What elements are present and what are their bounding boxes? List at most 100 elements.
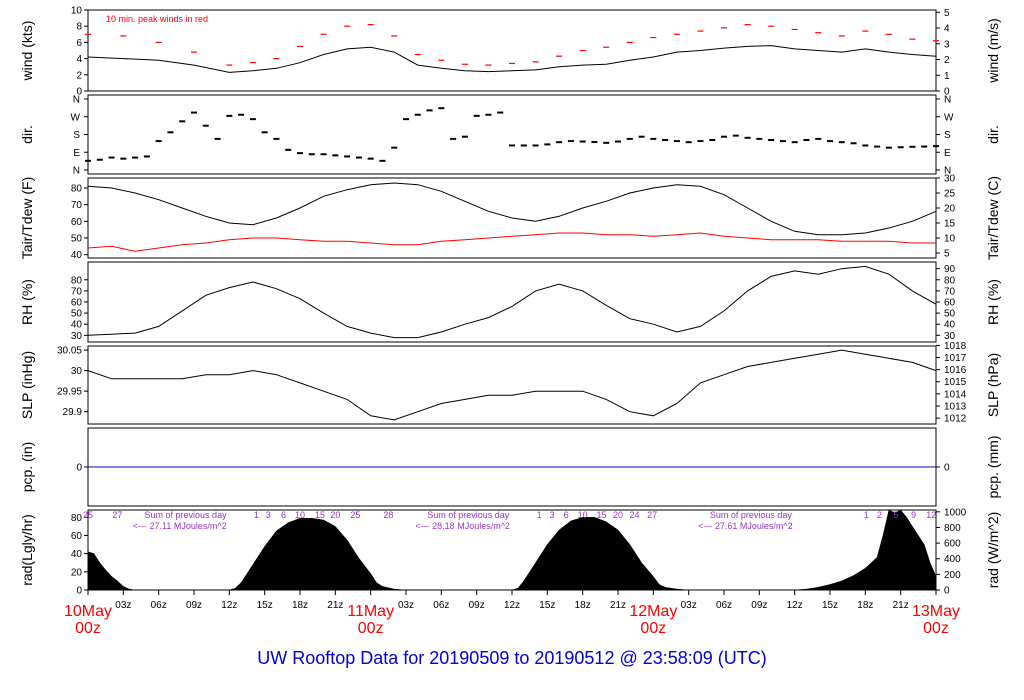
dir-ylabel-right: dir.: [985, 125, 1001, 144]
x-hour-tick-label: 09z: [186, 600, 202, 611]
dir-point: [721, 135, 727, 138]
dir-point: [297, 152, 303, 155]
x-day-hour-label: 00z: [358, 620, 384, 637]
wind-left-tick-label: 2: [76, 70, 82, 81]
temp-right-tick-label: 10: [944, 234, 956, 245]
dir-point: [497, 111, 504, 114]
wind-left-tick-label: 10: [71, 6, 83, 17]
rh-panel-frame: [87, 261, 937, 343]
x-hour-tick-label: 12z: [787, 600, 803, 611]
slp-right-tick-label: 1015: [944, 377, 967, 388]
x-hour-tick-label: 15z: [257, 600, 273, 611]
rad-top-tick-label: 15: [597, 510, 607, 520]
x-hour-tick-label: 15z: [822, 600, 838, 611]
dir-point: [379, 159, 386, 162]
dir-point: [403, 118, 409, 121]
rad-top-tick-label: 6: [281, 510, 286, 520]
pcp-ylabel-right: pcp. (mm): [985, 436, 1001, 499]
dir-point: [556, 141, 563, 144]
slp-left-tick-label: 30.05: [57, 346, 82, 357]
dir-point: [509, 144, 515, 147]
dir-point: [438, 107, 445, 110]
x-day-label: 13May: [912, 603, 960, 620]
slp-ylabel-left: SLP (inHg): [19, 351, 35, 419]
temp-left-tick-label: 70: [71, 200, 83, 211]
temp-ylabel-right: Tair/Tdew (C): [985, 176, 1001, 260]
dir-point: [697, 140, 704, 143]
slp-panel-frame: [87, 345, 937, 425]
dir-point: [862, 144, 869, 147]
dir-point: [756, 137, 763, 140]
dir-point: [567, 140, 574, 143]
x-hour-tick-label: 18z: [857, 600, 873, 611]
dir-panel-frame: [87, 94, 937, 175]
rad-right-tick-label: 600: [944, 539, 961, 550]
wind-right-tick-label: 4: [944, 24, 950, 35]
x-day-label: 12May: [629, 603, 677, 620]
dir-point: [933, 145, 939, 148]
rad-top-tick-label: 10: [295, 510, 305, 520]
x-hour-tick-label: 15z: [539, 600, 555, 611]
wind-annotation: 10 min. peak winds in red: [106, 14, 208, 24]
dir-point: [344, 155, 351, 158]
rad-top-tick-label: 3: [550, 510, 555, 520]
temp-series-tdew: [87, 232, 936, 252]
dir-point: [120, 157, 127, 160]
temp-ylabel-left: Tair/Tdew (F): [19, 177, 35, 259]
dir-point: [96, 158, 103, 161]
dir-point: [838, 141, 845, 144]
x-hour-tick-label: 21z: [893, 600, 909, 611]
dir-point: [768, 138, 775, 141]
rad-top-tick-label: 6: [564, 510, 569, 520]
rh-ylabel-right: RH (%): [985, 279, 1001, 325]
temp-right-tick-label: 30: [944, 174, 956, 185]
rad-top-tick-label: 5: [893, 510, 898, 520]
rad-daily-summary-value: <--- 28.18 MJoules/m^2: [415, 521, 510, 531]
dir-point: [167, 131, 174, 134]
dir-point: [579, 140, 586, 143]
pcp-right-tick-label: 0: [944, 463, 950, 474]
rad-top-tick-label: 20: [613, 510, 623, 520]
pcp-left-tick-label: 0: [76, 463, 82, 474]
dir-point: [673, 140, 680, 143]
rh-right-tick-label: 80: [944, 275, 956, 286]
slp-left-tick-label: 30: [71, 366, 83, 377]
dir-point: [332, 154, 339, 157]
wind-right-tick-label: 0: [944, 87, 950, 98]
dir-point: [815, 137, 822, 140]
wind-series-mean: [87, 45, 937, 73]
x-hour-tick-label: 18z: [575, 600, 591, 611]
dir-point: [261, 131, 268, 134]
wind-left-tick-label: 8: [76, 22, 82, 33]
slp-right-tick-label: 1013: [944, 401, 967, 412]
rh-left-tick-label: 30: [71, 331, 83, 342]
x-hour-tick-label: 18z: [292, 600, 308, 611]
dir-point: [850, 142, 857, 145]
dir-point: [744, 136, 751, 139]
dir-point: [202, 124, 209, 127]
rad-right-tick-label: 800: [944, 523, 961, 534]
rad-top-tick-label: 24: [629, 510, 639, 520]
dir-point: [626, 137, 633, 140]
dir-point: [108, 156, 115, 159]
dir-point: [485, 113, 492, 116]
rad-top-tick-label: 2: [877, 510, 882, 520]
dir-point: [921, 145, 928, 148]
dir-point: [308, 153, 315, 156]
rad-top-tick-label: 25: [350, 510, 360, 520]
rh-right-tick-label: 40: [944, 320, 956, 331]
dir-left-tick-label: N: [73, 166, 80, 177]
rad-top-tick-label: 10: [578, 510, 588, 520]
dir-point: [249, 118, 256, 121]
wind-left-tick-label: 0: [76, 87, 82, 98]
rh-left-tick-label: 80: [71, 275, 83, 286]
rh-right-tick-label: 60: [944, 298, 956, 309]
dir-point: [450, 137, 457, 140]
dir-point: [897, 146, 904, 149]
slp-right-tick-label: 1017: [944, 353, 967, 364]
wind-ylabel-left: wind (kts): [19, 21, 35, 82]
dir-point: [685, 141, 692, 144]
dir-point: [355, 156, 362, 159]
slp-right-tick-label: 1016: [944, 365, 967, 376]
